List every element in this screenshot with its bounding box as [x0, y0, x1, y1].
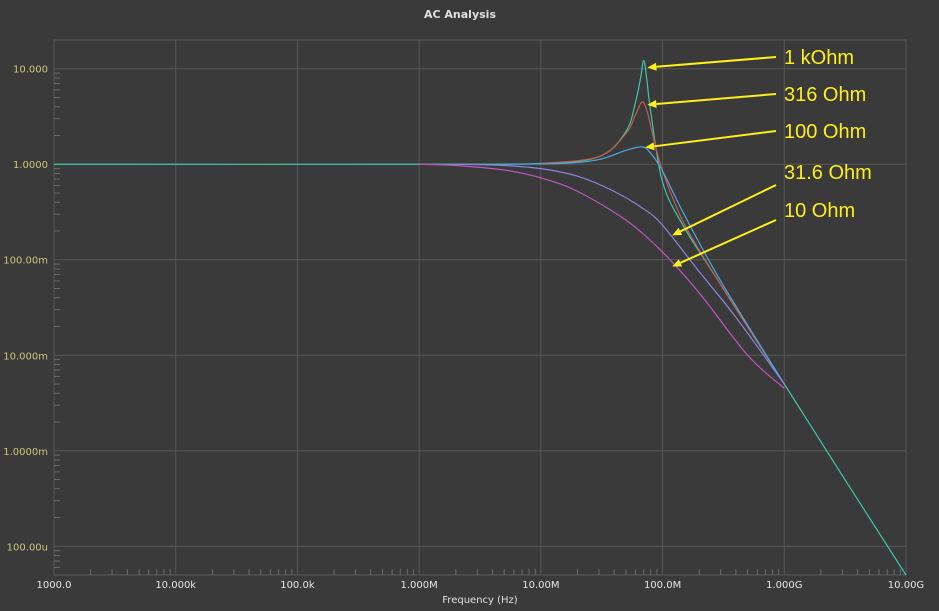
x-tick-label: 100.0k [280, 580, 315, 591]
y-tick-label: 1.0000m [3, 447, 48, 458]
y-tick-label: 100.00m [3, 256, 48, 267]
x-tick-label: 10.00M [522, 580, 559, 591]
y-tick-label: 10.000 [13, 65, 48, 76]
x-tick-label: 10.00G [888, 580, 924, 591]
y-tick-label: 100.00u [7, 542, 48, 553]
series-line-1 [540, 101, 785, 385]
annotation-arrow-line [654, 130, 777, 148]
annotation-label: 10 Ohm [784, 200, 855, 222]
annotation-arrowhead [672, 227, 683, 236]
chart-title: AC Analysis [424, 8, 496, 21]
x-axis-label: Frequency (Hz) [442, 595, 518, 606]
annotation-arrow-line [656, 56, 777, 68]
annotation-label: 316 Ohm [784, 84, 866, 106]
annotation-label: 31.6 Ohm [784, 162, 872, 184]
series-line-2 [504, 146, 785, 385]
annotation-arrowhead [647, 62, 657, 71]
annotation-arrow-line [679, 184, 777, 233]
y-tick-label: 1.0000 [13, 160, 48, 171]
series-line-3 [455, 163, 785, 385]
annotation-layer: 1 kOhm 316 Ohm 100 Ohm 31.6 Ohm 10 Ohm [645, 47, 872, 267]
annotation-arrowhead [647, 100, 657, 108]
x-tick-label: 1.000M [401, 580, 438, 591]
x-tick-label: 10.000k [155, 580, 196, 591]
annotation-label: 1 kOhm [784, 47, 854, 69]
annotation-arrow-line [656, 93, 777, 105]
series-line-4 [419, 163, 785, 389]
x-tick-label: 1.000G [766, 580, 802, 591]
y-tick-label: 10.000m [3, 351, 48, 362]
x-tick-label: 1000.0 [37, 580, 72, 591]
annotation-arrow-line [680, 219, 777, 264]
series-layer [53, 59, 907, 576]
x-tick-label: 100.0M [644, 580, 681, 591]
y-axis-ticks: 10.000 1.0000 100.00m 10.000m 1.0000m 100.00u [3, 65, 48, 554]
annotation-arrowhead [672, 259, 683, 267]
annotation-arrowhead [645, 142, 655, 151]
x-axis-ticks: 1000.0 10.000k 100.0k 1.000M 10.00M 100.0M 1.0… [37, 580, 925, 591]
annotation-label: 100 Ohm [784, 121, 866, 143]
